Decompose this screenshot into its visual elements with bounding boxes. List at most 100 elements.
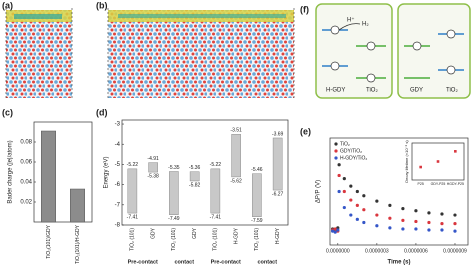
scheme-box	[397, 3, 471, 99]
plot-frame	[33, 121, 93, 223]
electron	[412, 41, 422, 51]
data-point	[388, 203, 392, 208]
x-tick-label: P25	[418, 182, 424, 186]
x-axis-label: Time (s)	[388, 260, 411, 266]
legend-label: H-GDY/TiO₂	[340, 155, 367, 161]
data-point	[333, 227, 337, 231]
data-point	[414, 209, 418, 213]
data-point	[355, 203, 359, 208]
reaction-label: H⁺	[347, 17, 355, 24]
plot-frame	[329, 137, 469, 246]
data-point	[342, 205, 346, 210]
inset-frame	[411, 142, 465, 181]
value-label: -5.22	[210, 162, 222, 168]
data-point	[440, 212, 444, 216]
x-tick-label: GDY	[192, 227, 198, 239]
x-tick-label: 0.0000009	[443, 248, 467, 254]
legend-marker	[334, 149, 338, 153]
x-tick-label: TiO₂(101)/H-GDY	[75, 224, 81, 264]
data-point	[427, 220, 431, 225]
data-point	[375, 213, 379, 217]
material-label: H-GDY	[326, 88, 345, 94]
value-label: -5.22	[127, 162, 139, 168]
panel-label: (c)	[2, 107, 13, 117]
material-label: TiO₂	[366, 88, 378, 94]
group-label: Pre-contact	[211, 259, 241, 265]
y-axis-label: Energy (eV)	[104, 156, 110, 188]
data-point	[333, 230, 337, 234]
x-tick-label: H-GDY	[275, 227, 281, 244]
data-point	[453, 229, 457, 233]
y-tick-label: -8	[115, 223, 121, 229]
value-label: -5.62	[230, 178, 242, 184]
y-tick-label: 0.08	[20, 140, 32, 146]
data-point	[362, 220, 366, 225]
panel-label: (d)	[96, 107, 108, 117]
x-tick-label: 0.0000006	[404, 248, 428, 254]
band-gap-bar	[252, 173, 262, 217]
data-point	[440, 228, 444, 232]
x-tick-label: TiO₂ (101)	[254, 228, 260, 251]
band-gap-bar	[127, 168, 138, 214]
data-point	[401, 218, 405, 222]
value-label: -5.35	[168, 165, 180, 171]
panel-b: (b)	[96, 0, 295, 98]
data-point	[362, 194, 366, 198]
structure-image	[6, 10, 72, 98]
data-point	[349, 213, 353, 217]
material-label: TiO₂	[446, 88, 458, 94]
value-label: -4.91	[147, 156, 159, 162]
data-point	[331, 229, 335, 233]
band-gap-bar	[169, 171, 179, 215]
data-point	[414, 227, 418, 231]
y-tick-label: -7	[115, 202, 121, 208]
panel-label: (a)	[2, 0, 13, 10]
arrow	[338, 23, 361, 31]
y-axis-label: Decay lifetime (×10⁻⁶ s)	[404, 140, 409, 183]
y-axis-label: ΔP/P (V)	[316, 180, 322, 203]
group-label: Pre-contact	[128, 259, 158, 265]
y-axis-label: Bader charge (|e|/atom)	[8, 140, 14, 203]
data-point	[337, 173, 341, 178]
legend-label: TiO₂	[340, 141, 350, 147]
group-label: contact	[174, 259, 194, 265]
x-tick-label: HGDY-P25	[447, 182, 464, 186]
x-tick-label: TiO₂ (101)	[130, 228, 136, 251]
charge-density	[14, 14, 62, 19]
hole	[330, 61, 340, 71]
electron	[330, 25, 340, 35]
panel-f: (f) H⁺ H₂ H-GDY TiO₂ GDY TiO₂	[300, 3, 471, 99]
data-point	[388, 226, 392, 230]
data-point	[375, 224, 379, 228]
value-label: -7.41	[210, 214, 222, 220]
value-label: -3.69	[272, 131, 284, 137]
y-tick-label: -5	[115, 162, 121, 168]
data-point	[342, 177, 346, 181]
structure-image	[108, 10, 294, 98]
value-label: -6.27	[272, 191, 284, 197]
y-tick-label: 0.06	[20, 160, 32, 166]
band-gap-bar	[231, 134, 241, 178]
plot-frame	[121, 119, 289, 226]
panel-a: (a)	[2, 0, 73, 98]
data-point	[427, 228, 431, 232]
electron	[366, 41, 376, 51]
value-label: -7.49	[168, 216, 180, 222]
x-tick-label: TiO₂ (101)	[171, 228, 177, 251]
value-label: -3.51	[230, 128, 242, 134]
data-point	[427, 211, 431, 215]
panel-label: (e)	[300, 126, 311, 136]
legend-label: GDY/TiO₂	[340, 148, 362, 154]
reaction-label: H₂	[362, 22, 369, 28]
legend-marker	[334, 142, 338, 146]
data-point	[336, 228, 340, 232]
data-point	[349, 184, 353, 188]
panel-label: (b)	[96, 0, 108, 10]
data-point	[414, 219, 418, 224]
value-label: -7.59	[251, 218, 263, 224]
y-tick-label: 0.02	[20, 200, 32, 206]
band-gap-bar	[189, 171, 200, 182]
band-gap-bar	[272, 137, 283, 191]
y-tick-label: -4	[115, 142, 121, 148]
